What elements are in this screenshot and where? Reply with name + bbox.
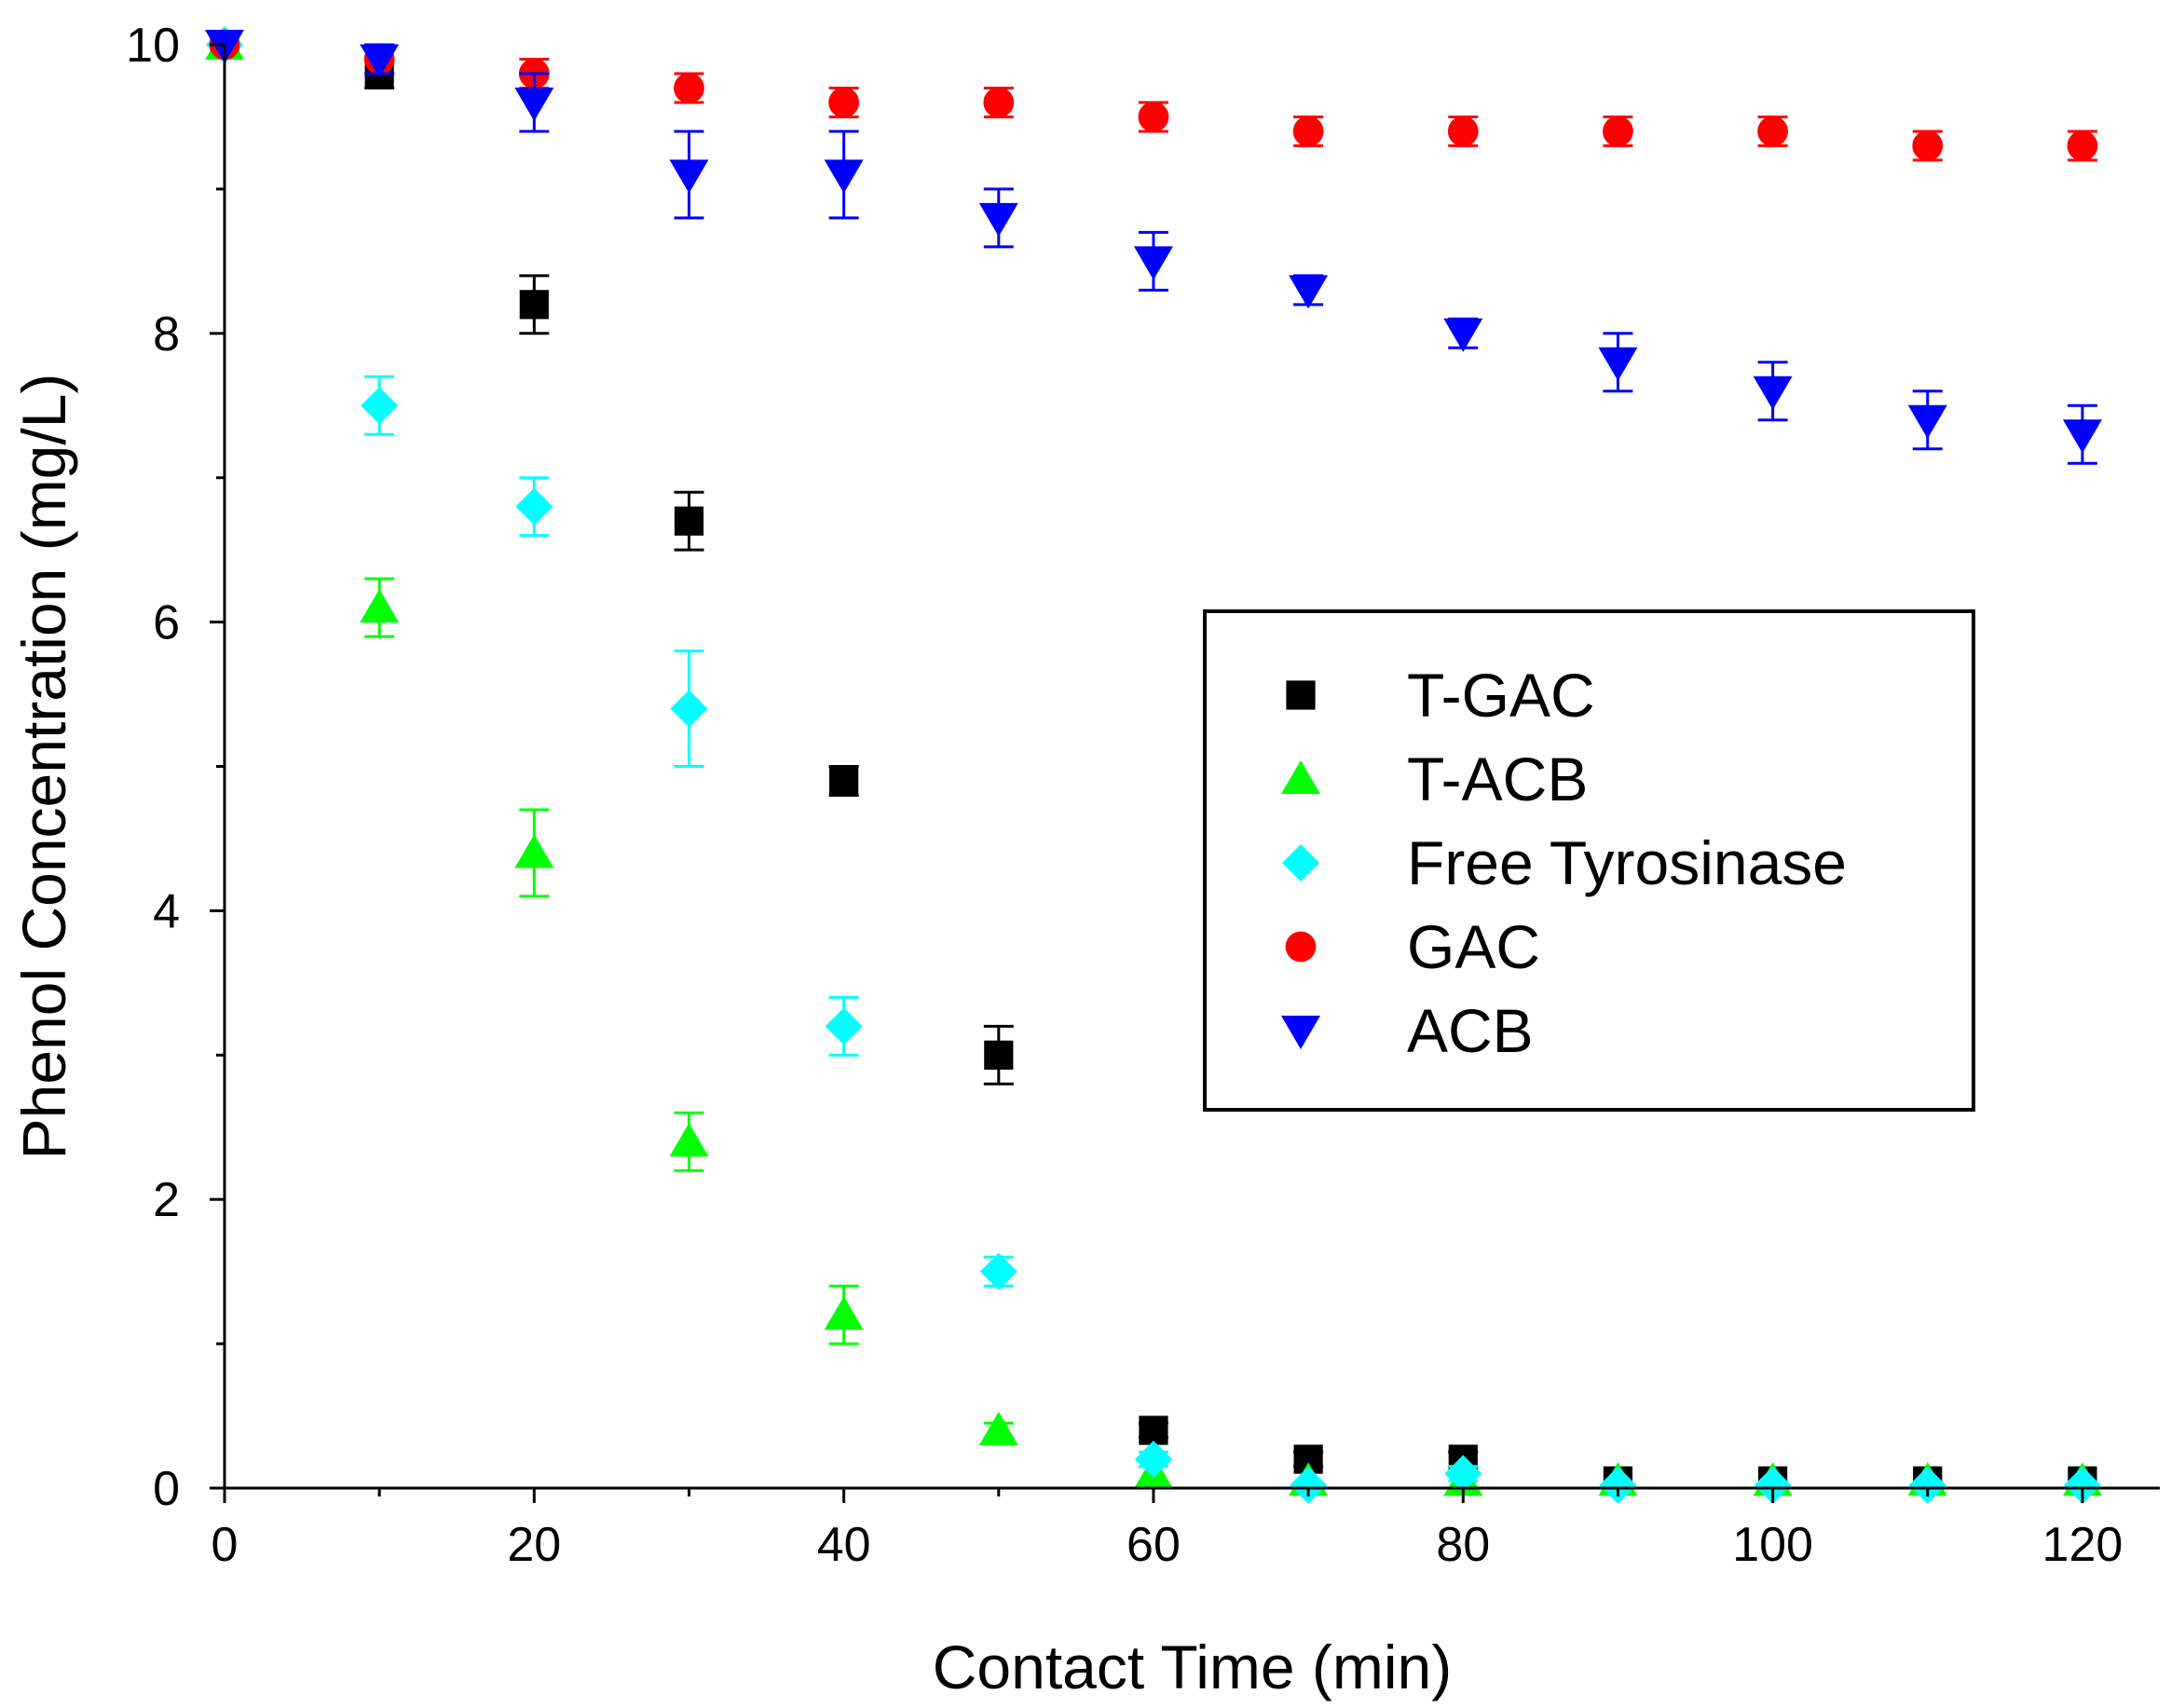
data-point-free-tyrosinase — [1754, 1466, 1792, 1504]
data-point-acb — [669, 159, 709, 194]
data-point-free-tyrosinase — [1134, 1441, 1172, 1479]
legend-marker-free-tyrosinase — [1282, 844, 1319, 881]
data-point-t-acb — [824, 1296, 864, 1331]
x-tick-label: 20 — [507, 1518, 561, 1572]
data-point-free-tyrosinase — [670, 690, 708, 728]
y-tick-label: 4 — [153, 884, 180, 938]
data-point-gac — [983, 87, 1015, 118]
series-gac — [209, 29, 2098, 162]
data-point-acb — [360, 44, 400, 78]
y-tick-label: 8 — [153, 307, 180, 362]
data-point-free-tyrosinase — [1908, 1466, 1946, 1504]
data-point-gac — [2067, 130, 2098, 161]
data-point-acb — [1753, 376, 1793, 410]
data-point-t-acb — [360, 589, 400, 623]
data-point-t-acb — [514, 834, 554, 868]
data-point-free-tyrosinase — [1599, 1466, 1637, 1504]
data-point-acb — [824, 159, 864, 194]
data-point-free-tyrosinase — [361, 387, 399, 425]
legend-label-t-acb: T-ACB — [1407, 745, 1588, 813]
data-point-gac — [1757, 116, 1788, 147]
data-point-free-tyrosinase — [2063, 1466, 2101, 1504]
legend-marker-acb — [1281, 1016, 1320, 1049]
data-point-acb — [1907, 404, 1947, 439]
data-point-gac — [828, 87, 860, 118]
data-point-gac — [1603, 116, 1633, 147]
data-point-gac — [1912, 130, 1944, 161]
legend-marker-t-acb — [1281, 760, 1320, 794]
legend-marker-gac — [1285, 931, 1317, 963]
data-point-free-tyrosinase — [825, 1007, 863, 1045]
data-point-acb — [1598, 347, 1638, 381]
axes: 0 20 40 60 80 100 120 0 2 4 6 8 10 — [126, 19, 2160, 1572]
x-tick-label: 60 — [1126, 1518, 1181, 1572]
x-axis-title: Contact Time (min) — [933, 1633, 1452, 1701]
series-t-gac — [210, 30, 2097, 1496]
data-point-gac — [1292, 116, 1324, 147]
data-point-t-gac — [984, 1040, 1014, 1070]
legend-box — [1203, 609, 1975, 1112]
y-tick-label: 6 — [153, 596, 180, 650]
x-tick-label: 100 — [1732, 1518, 1813, 1572]
data-point-acb — [978, 202, 1018, 237]
plot-area — [205, 26, 2102, 1504]
data-point-acb — [1133, 246, 1173, 280]
data-point-acb — [2062, 419, 2102, 454]
y-axis-title: Phenol Concentration (mg/L) — [9, 374, 78, 1160]
data-point-free-tyrosinase — [515, 487, 553, 526]
data-point-free-tyrosinase — [979, 1252, 1017, 1291]
data-point-t-gac — [519, 290, 549, 320]
data-point-free-tyrosinase — [1444, 1455, 1482, 1493]
x-tick-label: 0 — [212, 1518, 239, 1572]
legend-label-gac: GAC — [1407, 912, 1540, 981]
data-point-t-acb — [669, 1123, 709, 1157]
legend-label-t-gac: T-GAC — [1407, 661, 1595, 730]
legend-marker-t-gac — [1286, 680, 1316, 710]
data-point-gac — [674, 73, 704, 103]
legend-label-acb: ACB — [1407, 996, 1534, 1065]
series-acb — [205, 30, 2102, 465]
data-point-acb — [1289, 275, 1329, 309]
data-point-t-gac — [829, 766, 859, 796]
x-tick-label: 120 — [2042, 1518, 2123, 1572]
legend-label-free-tyrosinase: Free Tyrosinase — [1407, 828, 1847, 897]
data-point-t-gac — [1139, 1415, 1168, 1445]
data-point-acb — [1443, 318, 1483, 352]
data-point-gac — [1447, 116, 1479, 147]
data-point-acb — [514, 87, 554, 121]
data-point-gac — [1138, 102, 1169, 132]
legend: T-GAC T-ACB Free Tyrosinase GAC ACB — [1203, 609, 1975, 1112]
data-point-free-tyrosinase — [1290, 1466, 1328, 1504]
y-tick-label: 10 — [126, 19, 180, 73]
data-point-t-gac — [674, 506, 704, 536]
x-tick-label: 80 — [1436, 1518, 1490, 1572]
data-point-t-acb — [978, 1412, 1018, 1446]
x-tick-label: 40 — [817, 1518, 871, 1572]
y-tick-label: 0 — [153, 1462, 180, 1516]
y-tick-label: 2 — [153, 1173, 180, 1227]
